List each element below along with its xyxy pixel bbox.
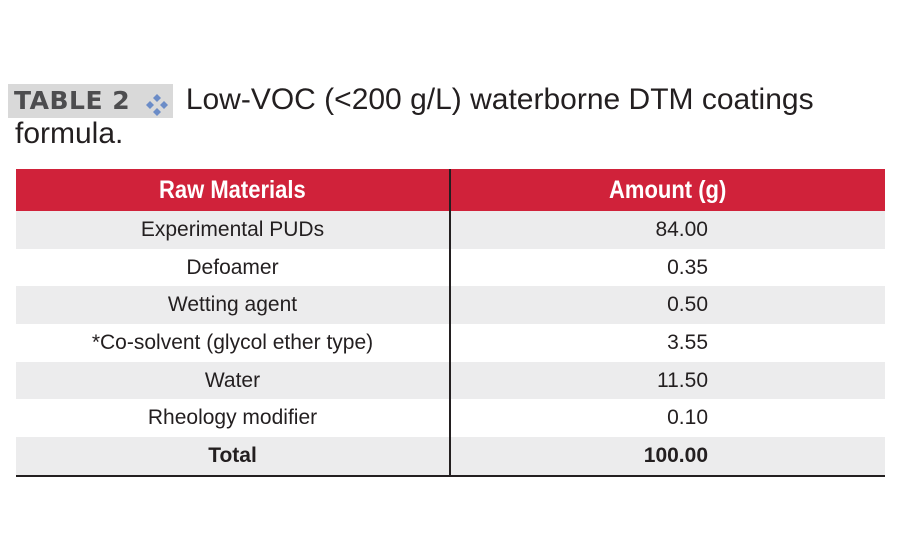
formula-table: Raw Materials Amount (g) Experimental PU… xyxy=(16,169,885,477)
total-label-cell: Total xyxy=(16,437,451,477)
diamond-cluster-icon xyxy=(146,90,169,124)
amount-cell: 0.10 xyxy=(667,406,708,430)
material-cell: Experimental PUDs xyxy=(16,211,451,249)
amount-cell: 0.35 xyxy=(667,255,708,279)
material-cell: Water xyxy=(16,361,451,400)
material-cell: Defoamer xyxy=(16,248,451,287)
amount-cell: 11.50 xyxy=(450,361,885,400)
table-label: TABLE 2 xyxy=(8,84,174,118)
table-header-row: Raw Materials Amount (g) xyxy=(16,169,885,211)
material-cell: Wetting agent xyxy=(16,286,451,325)
table-row: Wetting agent 0.50 xyxy=(16,286,885,325)
total-amount-cell: 100.00 xyxy=(450,437,885,477)
table-row: *Co-solvent (glycol ether type) 3.55 xyxy=(16,324,885,362)
amount-cell: 3.55 xyxy=(667,330,708,354)
caption-line-1: TABLE 2 Low-VOC (<200 g/L) waterborne DT… xyxy=(8,84,888,118)
table-row: Rheology modifier 0.10 xyxy=(16,399,885,438)
table-label-text: TABLE 2 xyxy=(14,86,131,115)
table-row: Water 11.50 xyxy=(16,361,885,400)
header-amount: Amount (g) xyxy=(450,169,885,211)
header-raw-materials: Raw Materials xyxy=(16,169,451,211)
total-row: Total 100.00 xyxy=(16,437,885,477)
material-cell: *Co-solvent (glycol ether type) xyxy=(16,324,451,362)
table-caption: TABLE 2 Low-VOC (<200 g/L) waterborne DT… xyxy=(8,84,888,150)
table-row: Experimental PUDs 84.00 xyxy=(16,211,885,249)
material-cell: Rheology modifier xyxy=(16,399,451,438)
amount-cell: 0.50 xyxy=(450,286,885,325)
amount-cell: 84.00 xyxy=(450,211,885,249)
table-row: Defoamer 0.35 xyxy=(16,248,885,287)
table-title-line-2: formula. xyxy=(15,117,124,150)
table-title-line-1: Low-VOC (<200 g/L) waterborne DTM coatin… xyxy=(185,83,814,116)
